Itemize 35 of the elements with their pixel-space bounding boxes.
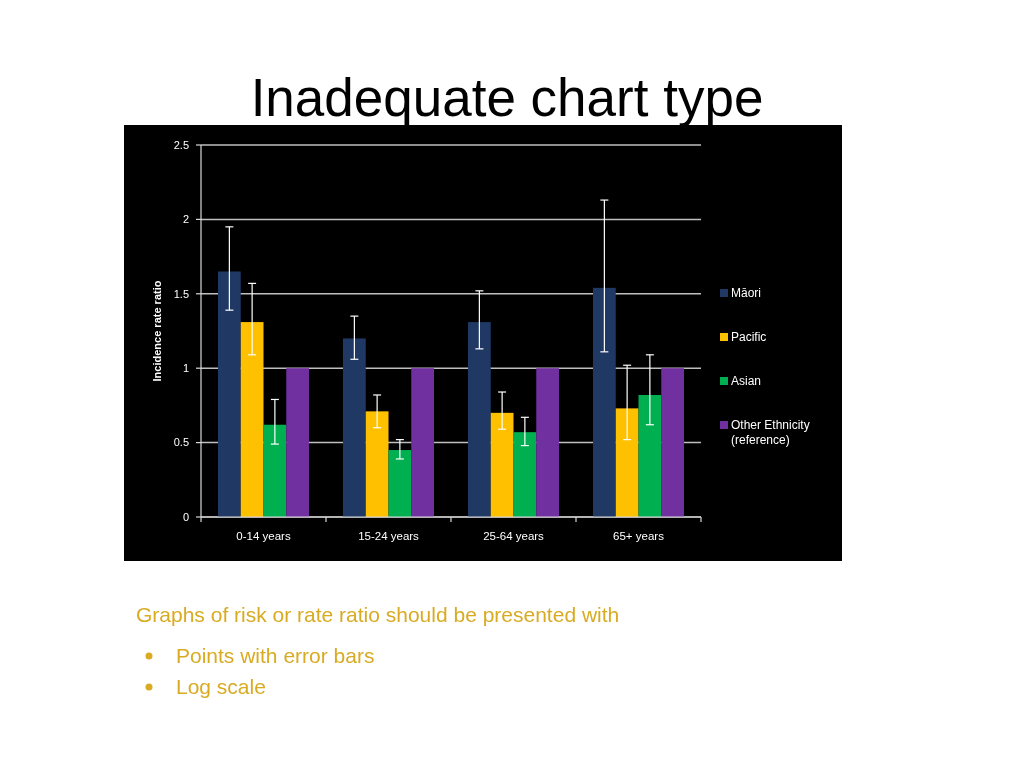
- bar: [638, 394, 662, 517]
- text: Log scale: [176, 675, 266, 698]
- chart-title: Inadequate chart type: [250, 68, 764, 127]
- bar: [593, 287, 616, 517]
- x-tick-label: 65+ years: [613, 530, 665, 542]
- text: Graphs of risk or rate ratio should be presented with: [136, 603, 620, 626]
- bar: [218, 271, 241, 517]
- bar: [388, 450, 412, 517]
- y-axis-title: Incidence rate ratio: [151, 280, 163, 382]
- bar: [411, 368, 434, 517]
- legend-label: Pacific: [731, 330, 767, 345]
- y-tick-label: 2: [182, 213, 189, 226]
- y-tick-label: 0: [182, 510, 189, 523]
- bar: [513, 432, 537, 517]
- bar: [468, 322, 491, 517]
- legend-label: Māori: [731, 286, 762, 301]
- legend-label: Other Ethnicity (reference): [731, 418, 810, 448]
- bar: [343, 338, 366, 517]
- y-tick-label: 1.5: [173, 287, 189, 300]
- y-tick-label: 2.5: [173, 138, 189, 151]
- y-tick-label: 0.5: [173, 436, 189, 449]
- x-tick-label: 15-24 years: [358, 530, 420, 542]
- y-tick-label: 1: [182, 362, 189, 375]
- bar: [536, 368, 559, 517]
- legend-label: Asian: [731, 374, 762, 389]
- x-tick-label: 0-14 years: [236, 530, 291, 542]
- bar: [615, 408, 639, 517]
- bar: [263, 424, 287, 517]
- x-tick-label: 25-64 years: [483, 530, 545, 542]
- text: Points with error bars: [176, 644, 375, 667]
- bar: [286, 368, 309, 517]
- bar: [661, 368, 684, 517]
- bar: [240, 322, 264, 517]
- bar: [490, 412, 514, 517]
- bar: [365, 411, 389, 517]
